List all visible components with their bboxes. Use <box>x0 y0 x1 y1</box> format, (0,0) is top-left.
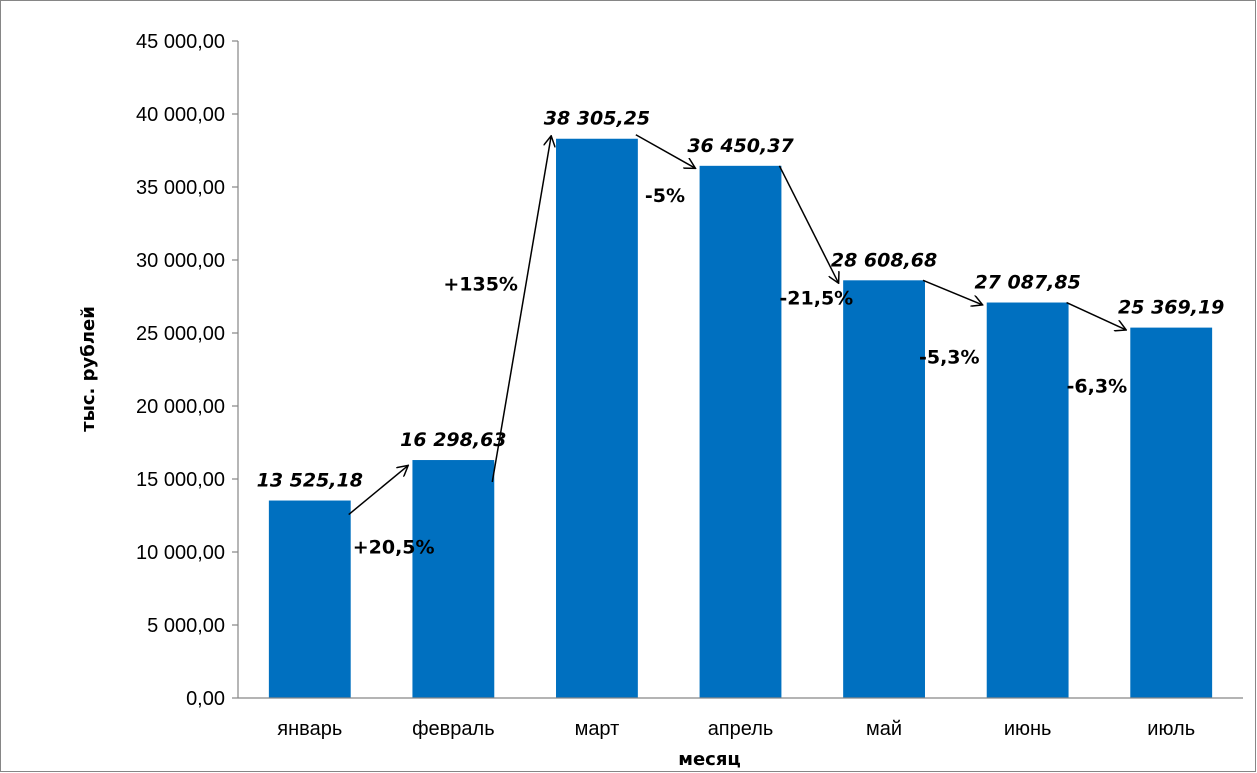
x-tick-label: май <box>866 718 902 740</box>
change-arrow-2 <box>491 137 551 483</box>
y-tick-label: 20 000,00 <box>136 396 225 418</box>
x-tick-label: июнь <box>1004 718 1052 740</box>
change-label-2: +135% <box>443 274 518 296</box>
data-label-6: 27 087,85 <box>974 272 1080 294</box>
data-label-2: 16 298,63 <box>400 429 506 451</box>
change-arrows <box>348 134 1126 516</box>
y-tick-label: 40 000,00 <box>136 104 225 126</box>
x-tick-label: март <box>575 718 620 740</box>
bar-3 <box>556 138 638 698</box>
x-tick-label: апрель <box>708 718 774 740</box>
bar-4 <box>699 165 782 699</box>
data-label-1: 13 525,18 <box>257 470 363 492</box>
y-tick-label: 10 000,00 <box>136 542 225 564</box>
data-label-4: 36 450,37 <box>687 135 794 157</box>
x-tick-label: февраль <box>412 718 495 740</box>
y-axis-ticks: 0,00 5 000,00 10 000,00 15 000,00 20 000,00 2… <box>136 31 238 710</box>
y-tick-label: 25 000,00 <box>136 323 225 345</box>
y-tick-label: 45 000,00 <box>136 31 225 53</box>
data-label-5: 28 608,68 <box>831 249 937 271</box>
bar-2 <box>412 460 495 698</box>
bars <box>268 138 1213 699</box>
bar-1 <box>268 500 351 698</box>
change-label-3: -5% <box>645 185 685 207</box>
change-arrow-6 <box>1066 301 1126 330</box>
data-label-7: 25 369,19 <box>1118 297 1224 319</box>
bar-6 <box>986 302 1069 698</box>
bar-5 <box>843 280 925 698</box>
x-axis-title: месяц <box>678 749 741 770</box>
y-tick-label: 35 000,00 <box>136 177 225 199</box>
x-tick-label: июль <box>1147 718 1195 740</box>
y-tick-label: 30 000,00 <box>136 250 225 272</box>
change-arrow-5 <box>922 279 982 304</box>
y-tick-label: 0,00 <box>186 688 225 710</box>
x-axis-labels: январь февраль март апрель май июнь июль <box>277 718 1195 740</box>
change-label-1: +20,5% <box>353 537 435 559</box>
data-labels: 13 525,18 16 298,63 38 305,25 36 450,37 28 6… <box>257 108 1225 492</box>
bar-7 <box>1130 327 1213 698</box>
change-labels: +20,5% +135% -5% -21,5% -5,3% -6,3% <box>353 185 1127 559</box>
data-label-3: 38 305,25 <box>544 108 650 130</box>
change-label-6: -6,3% <box>1067 376 1128 398</box>
change-arrow-4 <box>778 165 838 282</box>
y-axis-title: тыс. рублей <box>78 306 99 432</box>
y-tick-label: 5 000,00 <box>147 615 225 637</box>
change-arrow-1 <box>348 466 408 516</box>
change-label-4: -21,5% <box>779 287 853 309</box>
change-label-5: -5,3% <box>919 347 980 369</box>
x-tick-label: январь <box>277 718 342 740</box>
change-arrow-3 <box>635 134 695 168</box>
y-tick-label: 15 000,00 <box>136 469 225 491</box>
